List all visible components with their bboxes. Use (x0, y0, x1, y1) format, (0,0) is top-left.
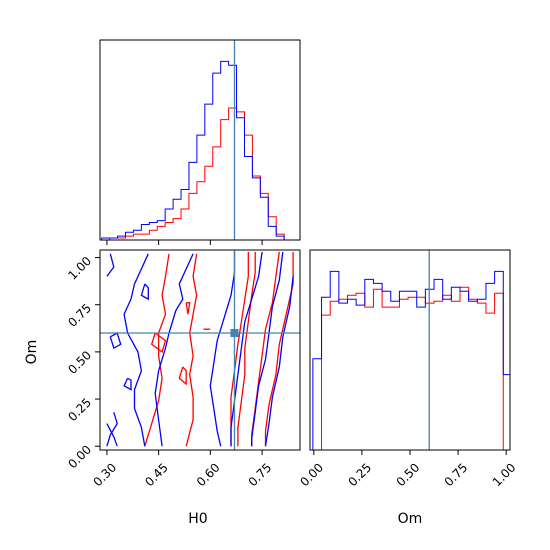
h0-om-contour-panel: 0.30 0.45 0.60 0.75 0.00 0.25 0.50 0.75 1.00 (65, 249, 301, 489)
om-x-tick-label: 0.75 (442, 460, 471, 489)
contour-line (251, 251, 284, 447)
contour-line (178, 366, 187, 386)
contour-line (123, 377, 132, 391)
h0-x-tick-label: 0.30 (90, 460, 119, 489)
contour-line (209, 251, 236, 447)
om-x-tick-label: 0.00 (297, 460, 326, 489)
truth-marker (230, 329, 239, 338)
contour-line (109, 332, 122, 350)
contour-line (230, 251, 249, 447)
contour-line (106, 253, 115, 277)
contour-line (230, 251, 263, 447)
om-y-tick-label: 0.75 (65, 301, 94, 330)
h0-histogram-frame (99, 39, 301, 241)
om-y-tick-label: 0.25 (65, 395, 94, 424)
h0-histogram-series-1 (101, 107, 293, 240)
contour-line (123, 253, 149, 447)
om-x-tick-label: 0.25 (345, 460, 374, 489)
om-y-tick-label: 0.50 (65, 348, 94, 377)
contour-line (106, 423, 118, 447)
h0-x-tick-label: 0.60 (194, 460, 223, 489)
x-axis-label-om: Om (398, 511, 423, 527)
om-x-tick-label: 1.00 (490, 460, 519, 489)
y-axis-label-om: Om (24, 340, 40, 365)
h0-histogram-panel (99, 39, 301, 245)
contour-frame (99, 249, 301, 451)
contour-line (264, 276, 294, 447)
h0-x-tick-label: 0.75 (246, 460, 275, 489)
om-y-tick-label: 1.00 (65, 254, 94, 283)
contour-line (154, 253, 194, 447)
om-histogram-frame (309, 249, 511, 451)
h0-histogram-series-2 (101, 60, 293, 240)
om-histogram-panel: 0.00 0.25 0.50 0.75 1.00 (297, 249, 519, 489)
om-x-tick-label: 0.50 (394, 460, 423, 489)
contour-line (106, 412, 118, 447)
contour-line (251, 251, 280, 447)
om-y-tick-label: 0.00 (65, 442, 94, 471)
contour-line (185, 253, 198, 447)
x-axis-label-h0: H0 (188, 511, 207, 527)
contour-line (144, 253, 170, 447)
contour-line (150, 332, 167, 353)
om-histogram-series-1 (312, 286, 510, 450)
contour-line (140, 283, 149, 301)
contour-line (237, 251, 256, 447)
h0-x-tick-label: 0.45 (142, 460, 171, 489)
om-histogram-series-2 (312, 270, 510, 450)
contour-line (185, 302, 191, 315)
